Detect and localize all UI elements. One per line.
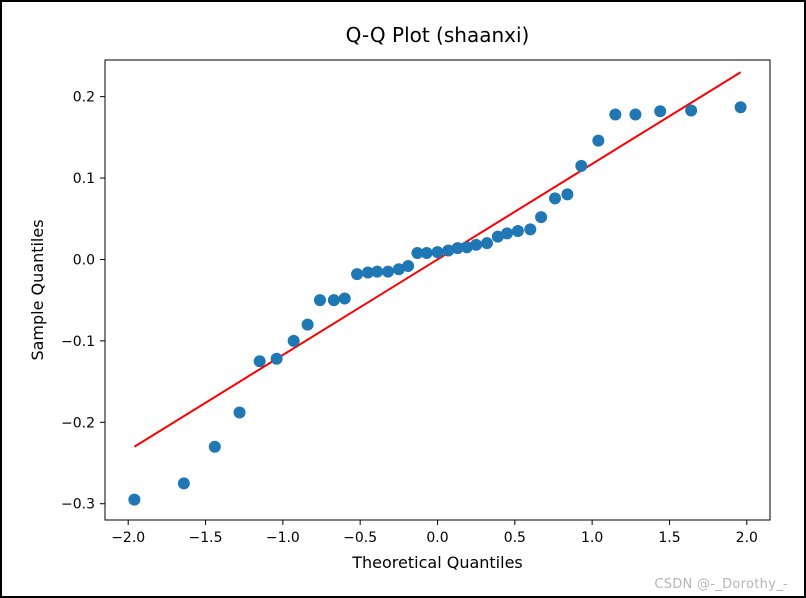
qq-point [302, 319, 314, 331]
figure-frame: −2.0 −1.5 −1.0 −0.5 0.0 0.5 1.0 1.5 2.0 −0.3 −0.2 −… [0, 0, 806, 598]
qq-point [524, 223, 536, 235]
qq-point [470, 239, 482, 251]
qq-point [314, 294, 326, 306]
x-tick-label: −1.5 [189, 530, 223, 546]
qq-point [402, 260, 414, 272]
x-tick-label: 2.0 [736, 530, 758, 546]
qq-point [371, 266, 383, 278]
qq-point [288, 335, 300, 347]
y-tick-label: −0.2 [61, 415, 95, 431]
x-tick-label: 1.5 [658, 530, 680, 546]
qq-point [339, 293, 351, 305]
qq-point [351, 268, 363, 280]
qq-point [128, 494, 140, 506]
y-axis-label: Sample Quantiles [28, 219, 47, 360]
x-tick-label: 0.0 [426, 530, 448, 546]
qq-point [735, 101, 747, 113]
qq-point [512, 225, 524, 237]
qq-point [592, 135, 604, 147]
qq-point [501, 227, 513, 239]
x-tick-label: 1.0 [581, 530, 603, 546]
qq-plot-svg: −2.0 −1.5 −1.0 −0.5 0.0 0.5 1.0 1.5 2.0 −0.3 −0.2 −… [10, 10, 796, 588]
x-tick-label: −2.0 [111, 530, 145, 546]
qq-point [629, 109, 641, 121]
chart-title: Q-Q Plot (shaanxi) [346, 23, 530, 47]
x-tick-label: −0.5 [343, 530, 377, 546]
y-tick-label: 0.1 [73, 171, 95, 187]
qq-point [271, 353, 283, 365]
qq-point [421, 247, 433, 259]
qq-point [328, 294, 340, 306]
x-tick-label: −1.0 [266, 530, 300, 546]
x-axis-label: Theoretical Quantiles [351, 553, 523, 572]
qq-point [575, 160, 587, 172]
qq-point [654, 105, 666, 117]
y-tick-label: 0.0 [73, 252, 95, 268]
qq-plot-figure: −2.0 −1.5 −1.0 −0.5 0.0 0.5 1.0 1.5 2.0 −0.3 −0.2 −… [10, 10, 796, 588]
qq-point [234, 407, 246, 419]
qq-point [609, 109, 621, 121]
qq-point [549, 192, 561, 204]
qq-point [178, 477, 190, 489]
qq-point [209, 441, 221, 453]
plot-background [10, 10, 796, 588]
qq-point [382, 266, 394, 278]
qq-point [685, 104, 697, 116]
x-tick-label: 0.5 [504, 530, 526, 546]
y-tick-label: −0.1 [61, 334, 95, 350]
qq-point [481, 237, 493, 249]
y-tick-label: −0.3 [61, 497, 95, 513]
qq-point [535, 211, 547, 223]
qq-point [432, 246, 444, 258]
qq-point [254, 355, 266, 367]
qq-point [561, 188, 573, 200]
y-tick-label: 0.2 [73, 90, 95, 106]
